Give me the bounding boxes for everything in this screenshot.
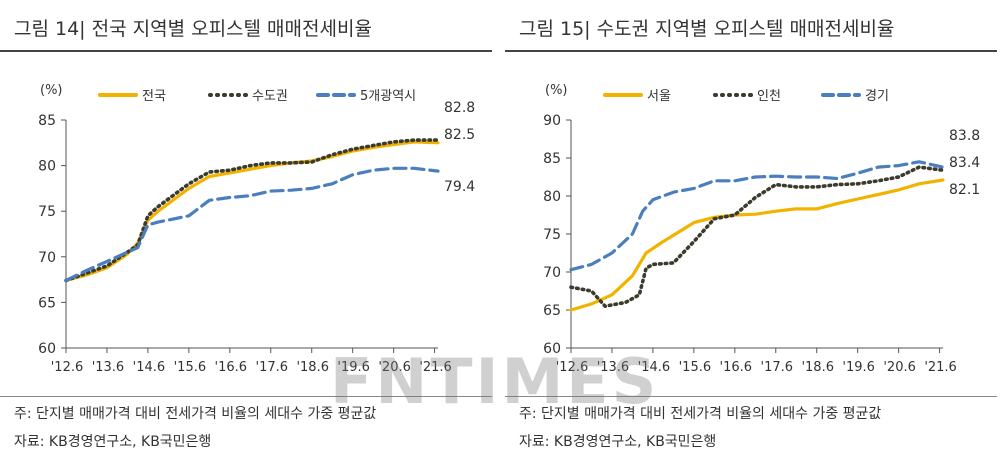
y-tick-label: 75 [38,204,56,220]
figure-title: 그림 15| 수도권 지역별 오피스텔 매매전세비율 [519,18,895,40]
x-tick-label: '12.6 [51,360,84,375]
y-tick-label: 80 [543,189,561,205]
x-tick-label: '21.6 [419,360,452,375]
line-chart-left: (%) 60 65 70 75 80 85 '12.6 '13.6 '14.6 '15.6 '16.6… [38,83,475,375]
y-tick-label: 75 [543,227,561,243]
footer-divider [505,396,997,397]
legend-label: 5개광역시 [360,89,416,104]
chart-note: 주: 단지별 매매가격 대비 전세가격 비율의 세대수 가중 평균값 [519,406,882,422]
legend-label: 인천 [757,89,781,104]
end-value-label: 83.8 [949,128,980,144]
x-tick-label: '20.6 [378,360,411,375]
y-tick-label: 85 [543,151,561,167]
figure-title: 그림 14| 전국 지역별 오피스텔 매매전세비율 [14,18,372,40]
x-tick-label: '14.6 [638,360,671,375]
chart-source: 자료: KB경영연구소, KB국민은행 [14,434,212,450]
legend-label: 전국 [142,89,166,104]
chart-note: 주: 단지별 매매가격 대비 전세가격 비율의 세대수 가중 평균값 [14,406,377,422]
footer-divider [0,396,492,397]
chart-panel-left: 그림 14| 전국 지역별 오피스텔 매매전세비율 (%) 60 65 70 75 80 8… [0,0,492,464]
title-divider [505,50,997,52]
line-chart-right: (%) 60 65 70 75 80 85 90 '12.6 '13.6 '14.6 '15.6 '16… [543,83,980,375]
y-tick-label: 65 [543,303,561,319]
series-line [64,166,440,283]
chart-panel-right: 그림 15| 수도권 지역별 오피스텔 매매전세비율 (%) 60 65 70 75 80… [505,0,997,464]
chart-source: 자료: KB경영연구소, KB국민은행 [519,434,717,450]
x-tick-label: '13.6 [92,360,125,375]
y-tick-label: 90 [543,113,561,129]
series-line [569,165,945,308]
y-tick-label: 85 [38,113,56,129]
x-tick-label: '14.6 [133,360,166,375]
series-line [569,178,945,312]
legend-label: 서울 [647,89,671,104]
x-tick-label: '19.6 [842,360,875,375]
title-divider [0,50,492,52]
legend-label: 수도권 [252,89,288,104]
x-tick-label: '21.6 [924,360,957,375]
x-tick-label: '15.6 [679,360,712,375]
x-tick-label: '16.6 [215,360,248,375]
legend-label: 경기 [865,89,889,104]
end-value-label: 83.4 [949,155,980,171]
x-tick-label: '12.6 [556,360,589,375]
series-line [64,140,440,283]
x-tick-label: '17.6 [256,360,289,375]
end-value-label: 82.1 [949,182,980,198]
x-tick-label: '15.6 [174,360,207,375]
x-tick-label: '19.6 [337,360,370,375]
y-tick-label: 60 [38,341,56,357]
y-unit-label: (%) [545,83,568,98]
y-tick-label: 60 [543,341,561,357]
watermark: FNTIMES [330,345,660,418]
x-tick-label: '16.6 [720,360,753,375]
x-tick-label: '13.6 [597,360,630,375]
end-value-label: 82.5 [444,127,475,143]
y-tick-label: 70 [543,265,561,281]
y-tick-label: 70 [38,250,56,266]
x-tick-label: '17.6 [761,360,794,375]
series-line [569,160,945,272]
end-value-label: 82.8 [444,100,475,116]
y-tick-label: 80 [38,159,56,175]
end-value-label: 79.4 [444,179,475,195]
y-unit-label: (%) [40,83,63,98]
series-line [64,138,440,283]
x-tick-label: '20.6 [883,360,916,375]
x-tick-label: '18.6 [296,360,329,375]
x-tick-label: '18.6 [801,360,834,375]
y-tick-label: 65 [38,295,56,311]
